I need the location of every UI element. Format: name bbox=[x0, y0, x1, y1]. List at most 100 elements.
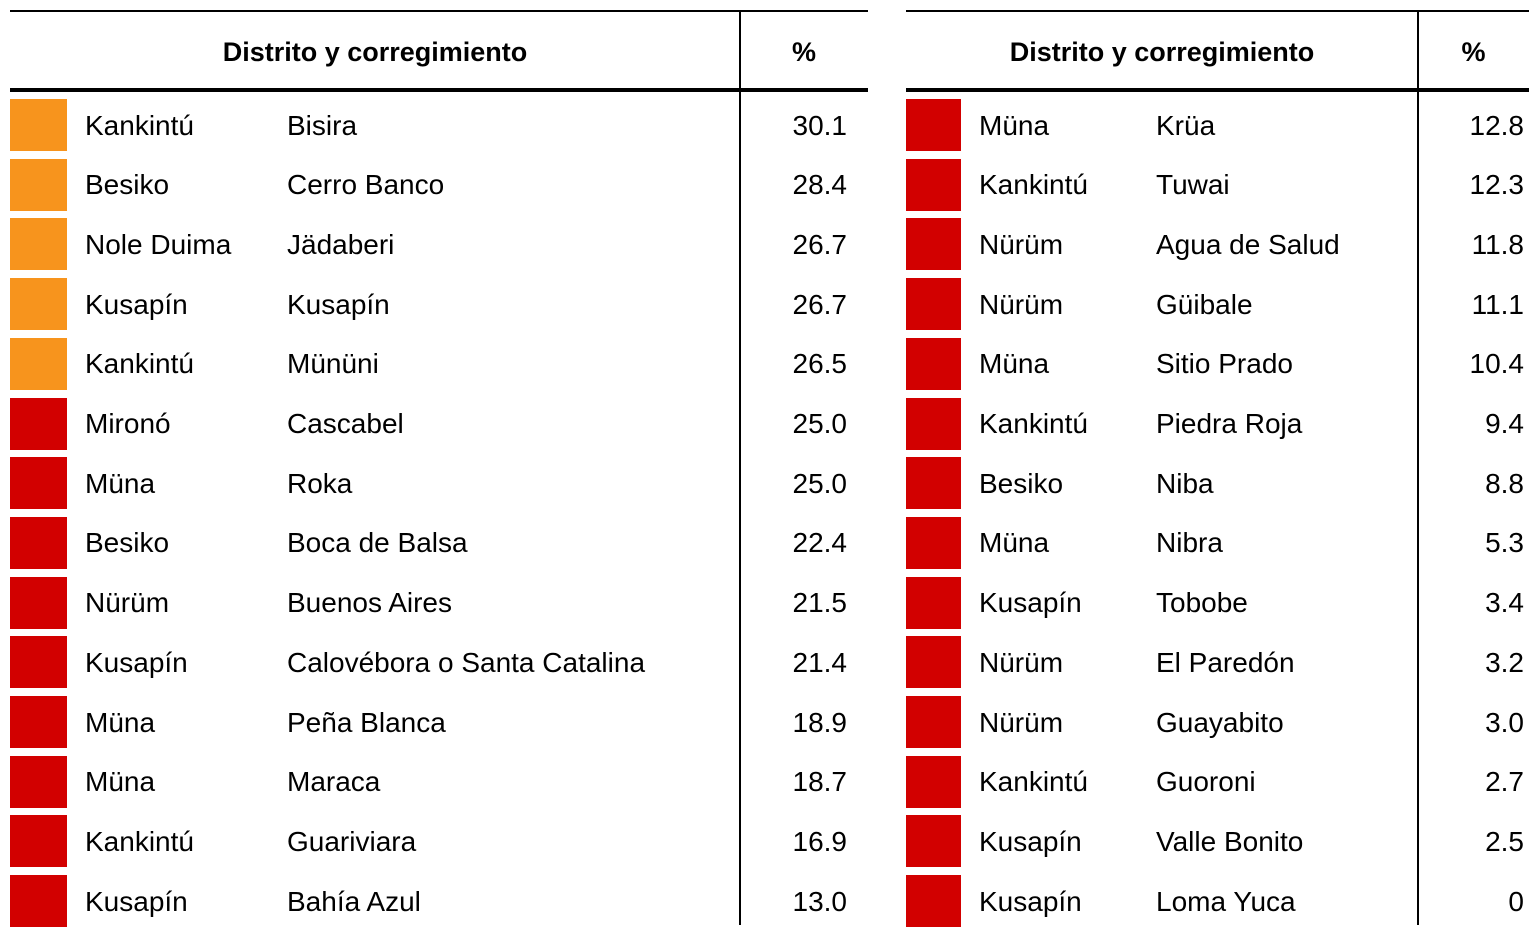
value: 16.9 bbox=[792, 825, 848, 857]
swatch bbox=[10, 516, 67, 569]
value: 22.4 bbox=[792, 527, 848, 559]
value: 9.4 bbox=[1485, 408, 1524, 439]
district: Besiko bbox=[85, 527, 170, 559]
value: 3.0 bbox=[1485, 706, 1524, 738]
district: Kankintú bbox=[979, 169, 1088, 201]
swatch bbox=[906, 815, 961, 868]
value: 25.0 bbox=[792, 408, 848, 439]
district: Kusapín bbox=[85, 646, 188, 678]
value: 12.3 bbox=[1469, 169, 1525, 201]
swatch bbox=[10, 815, 67, 868]
value: 26.5 bbox=[792, 348, 848, 380]
corregimiento: Agua de Salud bbox=[1156, 228, 1340, 260]
value: 13.0 bbox=[792, 885, 848, 917]
corregimiento: Roka bbox=[287, 467, 353, 499]
value: 0 bbox=[1508, 885, 1524, 917]
top-rule bbox=[10, 10, 868, 12]
swatch bbox=[10, 278, 67, 331]
swatch bbox=[10, 397, 67, 450]
district: Besiko bbox=[85, 169, 170, 201]
corregimiento: Niba bbox=[1156, 467, 1214, 499]
corregimiento: Boca de Balsa bbox=[287, 527, 468, 559]
swatch bbox=[906, 875, 961, 928]
corregimiento: Maraca bbox=[287, 766, 381, 798]
district: Nürüm bbox=[979, 228, 1064, 260]
district: Nole Duima bbox=[85, 228, 232, 260]
district: Nürüm bbox=[85, 587, 170, 619]
corregimiento: Valle Bonito bbox=[1156, 825, 1304, 857]
swatch bbox=[10, 875, 67, 928]
swatch bbox=[906, 755, 961, 808]
district: Müna bbox=[85, 766, 156, 798]
district: Kusapín bbox=[85, 288, 188, 320]
district: Nürüm bbox=[979, 646, 1064, 678]
corregimiento: Sitio Prado bbox=[1156, 348, 1293, 380]
value: 2.7 bbox=[1485, 766, 1524, 798]
corregimiento: Guayabito bbox=[1156, 706, 1284, 738]
value: 11.8 bbox=[1471, 228, 1524, 260]
corregimiento: Guariviara bbox=[287, 825, 417, 857]
district: Nürüm bbox=[979, 288, 1064, 320]
value: 18.7 bbox=[792, 766, 848, 798]
header-cell: Distrito y corregimiento bbox=[1009, 37, 1315, 67]
swatch bbox=[906, 696, 961, 748]
district: Mironó bbox=[85, 408, 171, 439]
value: 21.5 bbox=[792, 587, 848, 619]
header-cell: Distrito y corregimiento bbox=[222, 37, 528, 67]
district: Müna bbox=[979, 109, 1050, 141]
swatch bbox=[906, 337, 961, 390]
district: Müna bbox=[85, 467, 156, 499]
value: 11.1 bbox=[1471, 288, 1524, 320]
swatch bbox=[10, 755, 67, 808]
value: 2.5 bbox=[1485, 825, 1524, 857]
value: 30.1 bbox=[792, 109, 848, 141]
swatch bbox=[10, 218, 67, 271]
swatch bbox=[906, 158, 961, 211]
value: 28.4 bbox=[792, 169, 848, 201]
column-divider bbox=[739, 10, 741, 925]
district: Kankintú bbox=[979, 766, 1088, 798]
district: Kankintú bbox=[85, 348, 194, 380]
value: 12.8 bbox=[1469, 109, 1525, 141]
corregimiento: Kusapín bbox=[287, 288, 390, 320]
value: 8.8 bbox=[1485, 467, 1524, 499]
district: Kusapín bbox=[979, 825, 1082, 857]
district: Kusapín bbox=[85, 885, 188, 917]
swatch bbox=[906, 576, 961, 629]
corregimiento: El Paredón bbox=[1156, 646, 1295, 678]
corregimiento: Peña Blanca bbox=[287, 706, 446, 738]
district: Besiko bbox=[979, 467, 1064, 499]
corregimiento: Calovébora o Santa Catalina bbox=[287, 646, 646, 678]
district: Müna bbox=[85, 706, 156, 738]
swatch bbox=[10, 99, 67, 151]
swatch bbox=[10, 576, 67, 629]
corregimiento: Krüa bbox=[1156, 109, 1216, 141]
corregimiento: Bisira bbox=[287, 109, 358, 141]
district: Müna bbox=[979, 348, 1050, 380]
swatch bbox=[10, 636, 67, 689]
corregimiento: Tuwai bbox=[1156, 169, 1230, 201]
district: Kankintú bbox=[85, 825, 194, 857]
corregimiento: Jädaberi bbox=[287, 228, 395, 260]
corregimiento: Loma Yuca bbox=[1156, 885, 1296, 917]
column-divider bbox=[1417, 10, 1419, 925]
swatch bbox=[906, 457, 961, 510]
corregimiento: Buenos Aires bbox=[287, 587, 452, 619]
corregimiento: Nibra bbox=[1156, 527, 1223, 559]
swatch bbox=[10, 158, 67, 211]
swatch bbox=[10, 696, 67, 748]
swatch bbox=[906, 218, 961, 271]
value: 10.4 bbox=[1469, 348, 1525, 380]
district: Kusapín bbox=[979, 885, 1082, 917]
value: 3.4 bbox=[1485, 587, 1524, 619]
value: 5.3 bbox=[1485, 527, 1524, 559]
corregimiento: Güibale bbox=[1156, 288, 1253, 320]
value: 26.7 bbox=[792, 228, 848, 260]
value: 3.2 bbox=[1485, 646, 1524, 678]
swatch bbox=[906, 99, 961, 151]
swatch bbox=[10, 337, 67, 390]
swatch bbox=[906, 397, 961, 450]
header-rule bbox=[10, 88, 868, 92]
top-rule bbox=[906, 10, 1529, 12]
